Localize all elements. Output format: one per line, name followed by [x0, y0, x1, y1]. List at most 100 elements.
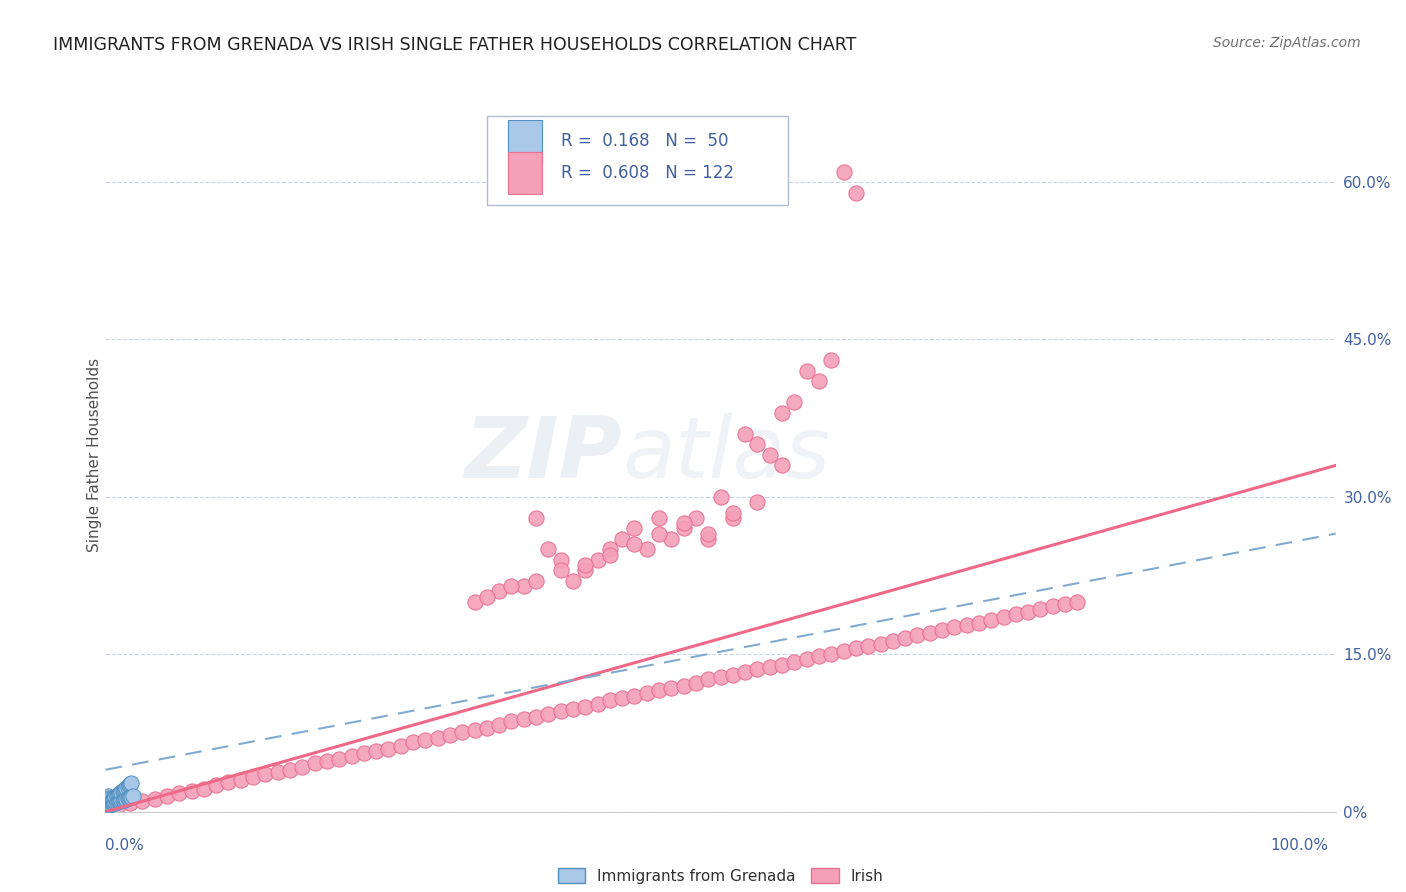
Point	[501, 714, 523, 729]
Point	[377, 741, 399, 756]
Point	[120, 776, 142, 790]
Point	[770, 406, 793, 420]
Point	[524, 574, 547, 588]
Text: 100.0%: 100.0%	[1271, 838, 1329, 853]
Point	[101, 797, 124, 811]
Point	[114, 781, 136, 796]
Point	[1054, 597, 1077, 611]
Point	[501, 579, 523, 593]
Point	[574, 699, 596, 714]
Point	[931, 623, 953, 637]
Point	[121, 789, 143, 803]
Point	[599, 548, 621, 562]
Point	[770, 458, 793, 473]
Point	[636, 542, 658, 557]
Text: atlas: atlas	[621, 413, 830, 497]
Point	[574, 558, 596, 573]
Point	[734, 426, 756, 441]
Point	[111, 793, 134, 807]
Point	[475, 590, 498, 604]
Point	[98, 795, 121, 809]
Point	[1066, 595, 1088, 609]
Point	[820, 648, 842, 662]
Point	[97, 797, 120, 811]
Point	[648, 683, 671, 698]
Point	[96, 797, 118, 811]
Point	[1004, 607, 1026, 622]
Point	[747, 437, 769, 451]
Point	[315, 755, 337, 769]
Point	[943, 620, 966, 634]
Point	[242, 770, 264, 784]
Point	[101, 792, 124, 806]
Point	[770, 657, 793, 672]
Point	[451, 725, 474, 739]
Point	[1042, 599, 1064, 613]
Point	[112, 793, 135, 807]
Point	[537, 707, 560, 722]
Point	[734, 665, 756, 680]
Point	[97, 799, 120, 814]
Point	[550, 553, 572, 567]
Point	[120, 797, 141, 811]
Point	[111, 783, 134, 797]
Point	[169, 786, 191, 800]
Point	[488, 584, 510, 599]
Point	[104, 795, 127, 809]
Point	[858, 639, 880, 653]
Point	[475, 721, 498, 735]
Point	[103, 791, 125, 805]
Text: R =  0.168   N =  50: R = 0.168 N = 50	[561, 132, 728, 150]
Point	[599, 542, 621, 557]
Point	[550, 563, 572, 577]
Point	[783, 395, 806, 409]
Text: Source: ZipAtlas.com: Source: ZipAtlas.com	[1213, 36, 1361, 50]
Point	[672, 521, 695, 535]
Point	[205, 779, 228, 793]
Point	[623, 690, 645, 704]
Point	[524, 710, 547, 724]
Point	[967, 615, 990, 630]
Point	[648, 511, 671, 525]
Point	[759, 660, 782, 674]
Point	[98, 798, 121, 813]
Point	[97, 789, 120, 803]
Point	[832, 164, 855, 178]
Point	[586, 553, 609, 567]
Point	[118, 779, 141, 793]
Point	[807, 649, 830, 664]
Point	[114, 792, 136, 806]
Point	[464, 595, 486, 609]
Point	[96, 792, 118, 806]
FancyBboxPatch shape	[508, 120, 543, 162]
Y-axis label: Single Father Households: Single Father Households	[87, 358, 101, 552]
Point	[721, 511, 744, 525]
Point	[105, 789, 128, 803]
Point	[254, 767, 277, 781]
Point	[366, 744, 388, 758]
Point	[697, 673, 720, 687]
Point	[96, 794, 118, 808]
Point	[131, 794, 153, 808]
Point	[747, 662, 769, 676]
Point	[439, 728, 461, 742]
Point	[832, 644, 855, 658]
FancyBboxPatch shape	[486, 116, 789, 205]
Point	[353, 746, 375, 760]
Point	[96, 799, 118, 814]
Point	[218, 775, 240, 789]
Point	[845, 186, 868, 200]
Point	[115, 780, 138, 795]
Point	[907, 628, 929, 642]
Point	[426, 731, 449, 746]
Point	[117, 780, 139, 794]
Point	[882, 633, 904, 648]
Point	[100, 793, 122, 807]
Point	[623, 537, 645, 551]
Point	[120, 790, 142, 805]
Point	[747, 495, 769, 509]
Point	[98, 792, 122, 806]
Point	[104, 790, 127, 805]
Point	[193, 781, 215, 796]
Point	[697, 526, 720, 541]
